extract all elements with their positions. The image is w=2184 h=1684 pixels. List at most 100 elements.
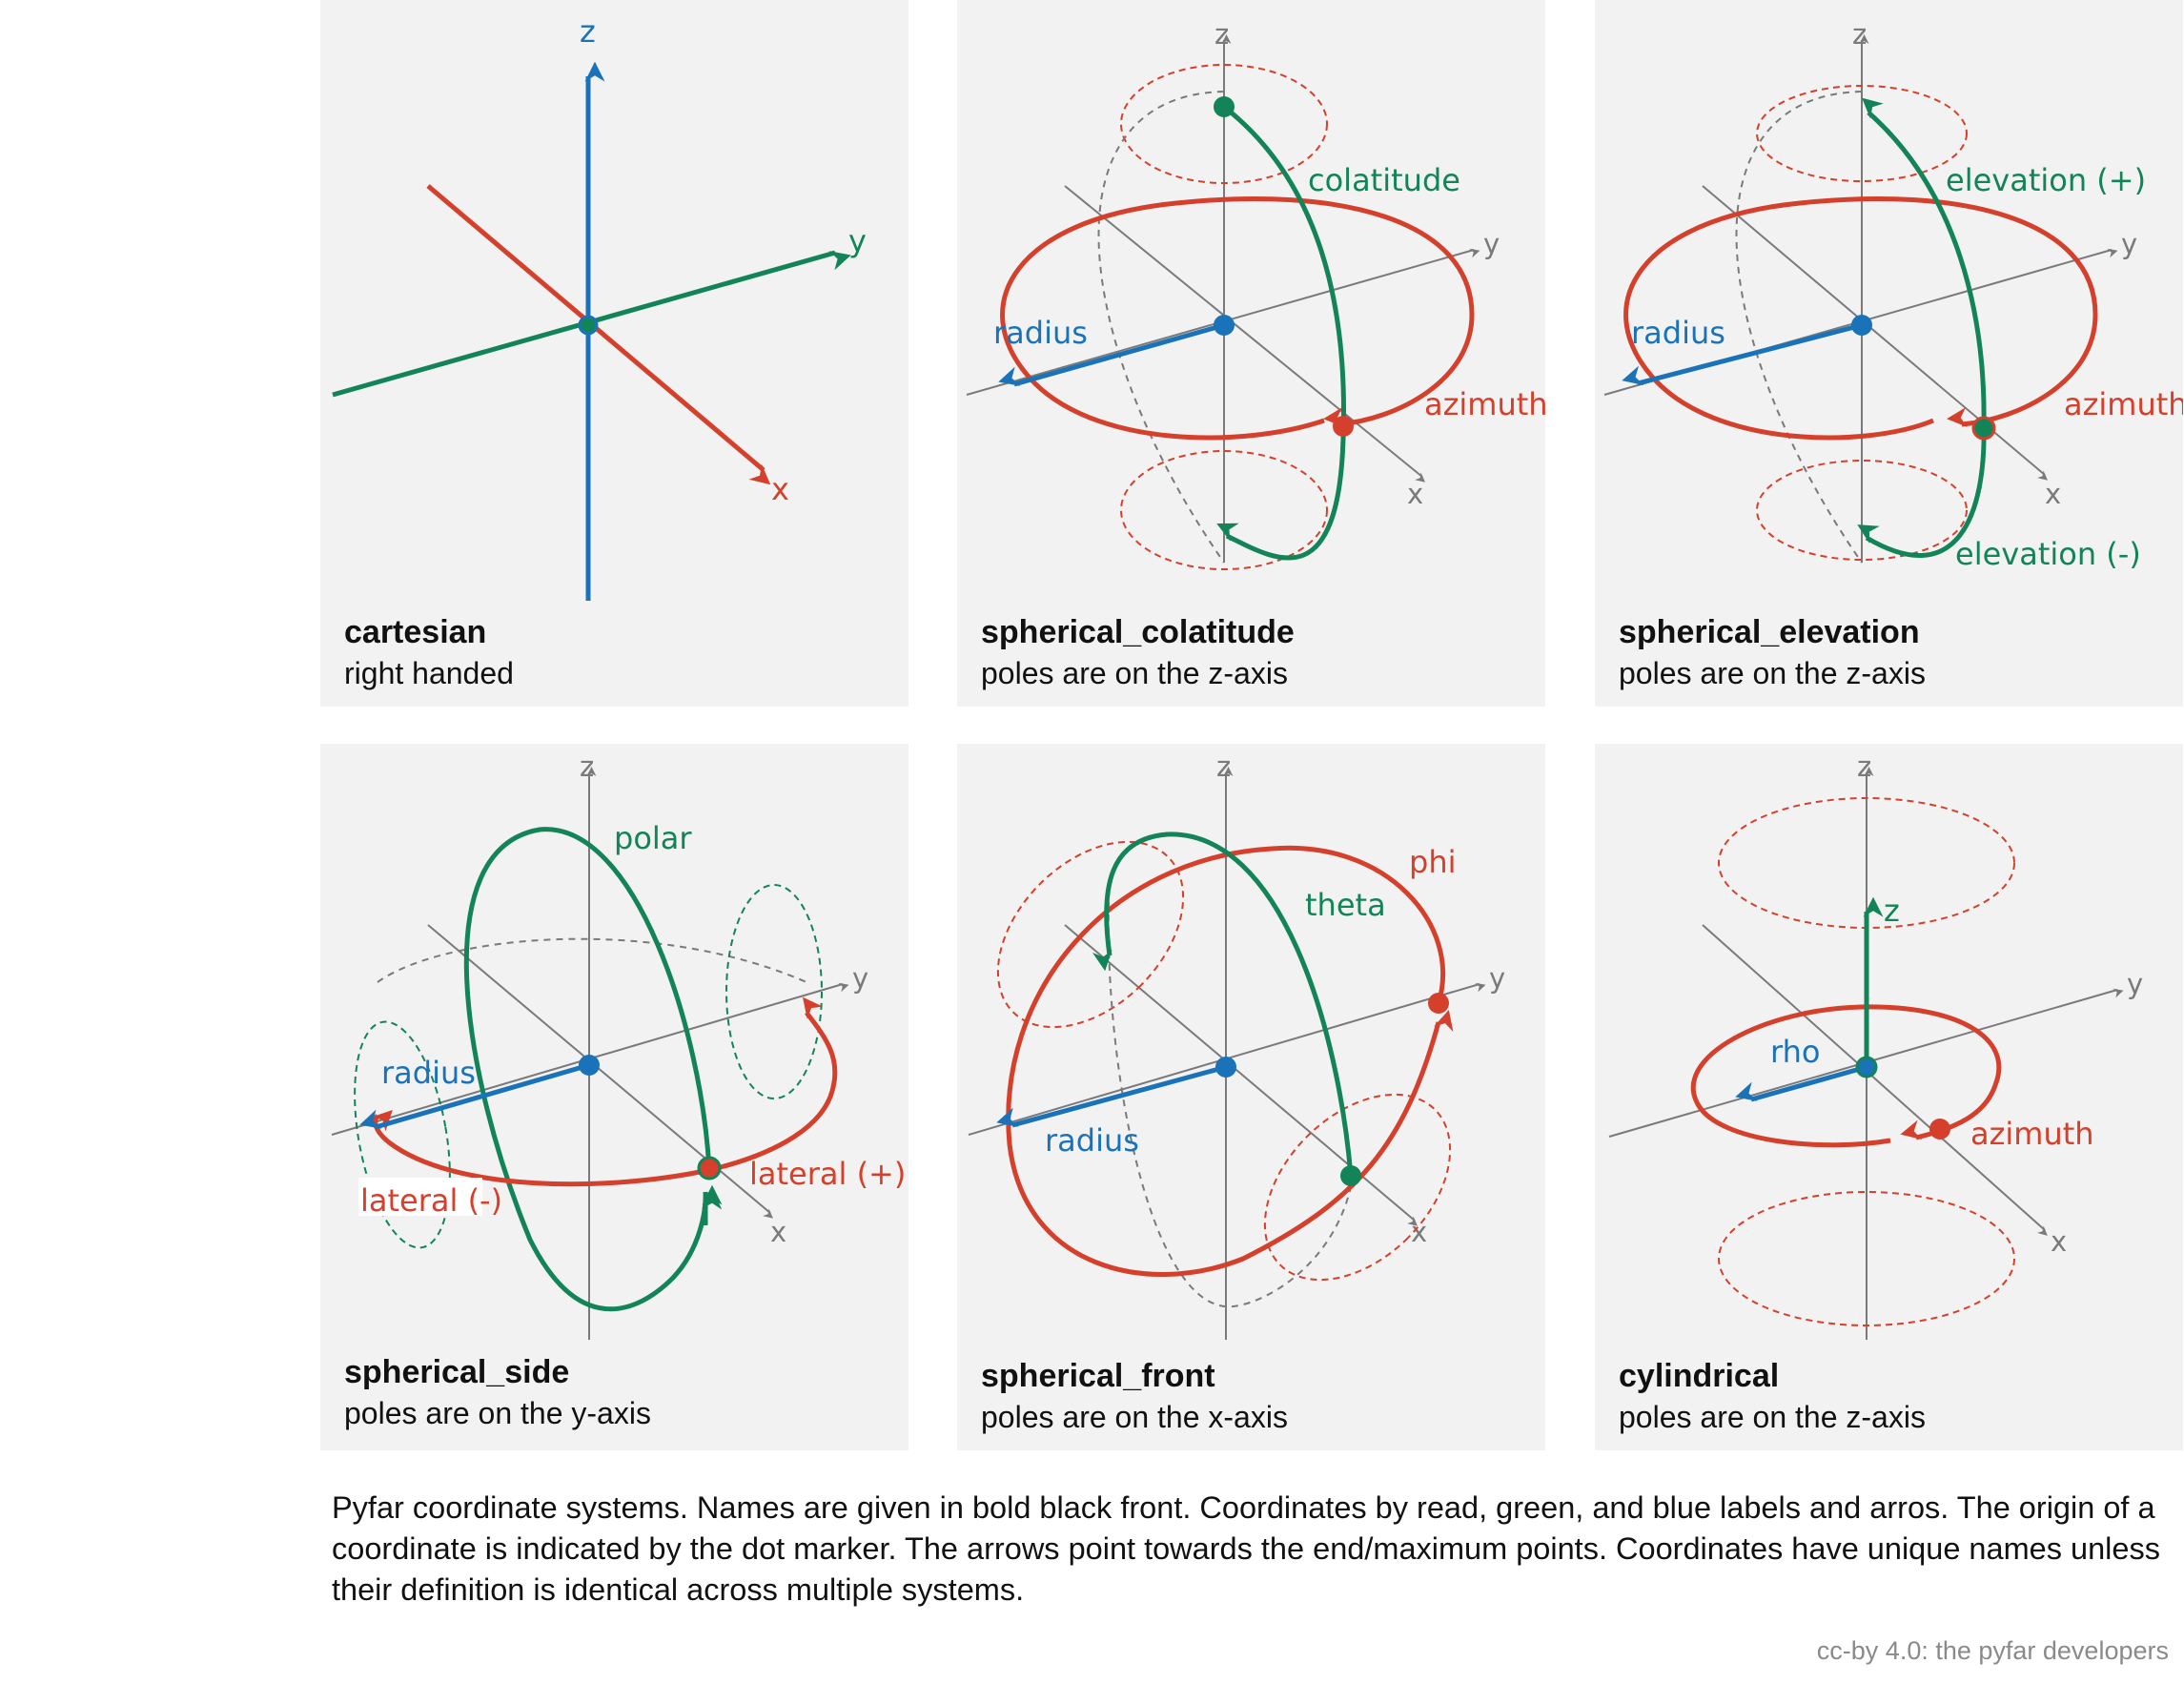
panel-title: cartesian	[344, 614, 487, 650]
phi-arrow	[1006, 845, 1454, 1277]
azimuth-arrow	[1000, 196, 1475, 441]
spherical-colatitude-diagram: z y x radius colatitude azimuth	[966, 18, 1545, 570]
origin-dot	[1929, 1119, 1950, 1140]
guide-ellipse	[354, 1020, 451, 1249]
origin-dot	[1851, 315, 1872, 336]
axis-line	[359, 1062, 590, 1130]
panel-spherical-elevation: z y x radius elevation (+) elevation (-)…	[1595, 0, 2183, 707]
radius-arrow	[998, 322, 1225, 387]
arc-path	[377, 937, 807, 983]
guide-ellipse	[1718, 1191, 2015, 1326]
axis-line	[1064, 185, 1426, 483]
panel-title: spherical_colatitude	[981, 614, 1295, 650]
panel-spherical-side: z y x radius polar lateral (+) lateral (…	[320, 744, 908, 1450]
azimuth-arrow	[1690, 1004, 2002, 1148]
panel-description: right handed	[344, 656, 514, 690]
axis-label: z	[1852, 18, 1867, 51]
polar-arrow	[463, 827, 712, 1312]
axis-line	[1622, 322, 1863, 386]
panel-description: poles are on the x-axis	[981, 1400, 1288, 1434]
axis-label: y	[852, 962, 868, 995]
guide-ellipse	[1120, 450, 1328, 570]
guide-ellipse	[1756, 85, 1968, 182]
guide-ellipse	[1756, 460, 1968, 561]
rho-label: rho	[1770, 1034, 1820, 1070]
guide-ellipse	[1263, 1093, 1452, 1282]
axis-label: y	[2121, 228, 2137, 260]
radius-label: radius	[993, 315, 1088, 351]
z-axis-label: z	[580, 13, 596, 50]
elevation-pos-label: elevation (+)	[1946, 162, 2146, 198]
panel-title: spherical_side	[344, 1354, 570, 1390]
spherical-elevation-diagram: z y x radius elevation (+) elevation (-)…	[1603, 18, 2183, 572]
label-background	[358, 1178, 482, 1216]
axis-label: x	[2051, 1225, 2067, 1258]
cylindrical-diagram: z y x rho z azimuth	[1608, 750, 2143, 1340]
arc-path	[1097, 91, 1225, 564]
lateral-neg-label: lateral (-)	[360, 1182, 502, 1219]
polar-label: polar	[614, 820, 692, 856]
axis-line	[996, 1064, 1227, 1128]
axis-label: y	[1483, 228, 1500, 260]
axis-label: z	[1857, 750, 1871, 783]
lateral-pos-label: lateral (+)	[749, 1156, 906, 1192]
guide-ellipse	[1120, 64, 1328, 184]
radius-label: radius	[381, 1055, 476, 1091]
guide-ellipse	[996, 840, 1185, 1029]
panel-description: poles are on the z-axis	[981, 656, 1288, 690]
origin-dot	[1333, 416, 1354, 437]
colatitude-label: colatitude	[1308, 162, 1460, 198]
axis-label: z	[580, 750, 594, 783]
origin-dot	[1215, 1057, 1236, 1078]
panel-cartesian: x y z cartesian right handed	[320, 0, 908, 707]
arc-path	[1623, 196, 2098, 441]
panel-title: cylindrical	[1619, 1358, 1780, 1394]
axis-label: z	[1216, 750, 1231, 783]
radius-label: radius	[1631, 315, 1725, 351]
axis-label: x	[2045, 478, 2061, 510]
radius-label: radius	[1045, 1122, 1139, 1159]
panel-spherical-colatitude: z y x radius colatitude azimuth spherica…	[957, 0, 1545, 707]
elevation-neg-label: elevation (-)	[1955, 536, 2141, 572]
spherical-side-diagram: z y x radius polar lateral (+) lateral (…	[331, 750, 906, 1340]
origin-dot	[1214, 96, 1235, 117]
lateral-arrow	[371, 1110, 710, 1187]
panel-title: spherical_front	[981, 1358, 1215, 1394]
elevation-pos-arrow	[1862, 97, 1987, 427]
arc-path	[1735, 91, 1863, 564]
elevation-neg-arrow	[1857, 425, 1987, 559]
origin-dot	[697, 1156, 722, 1181]
axis-label: x	[770, 1216, 786, 1248]
axis-label: x	[1411, 1216, 1427, 1248]
axis-label: z	[1214, 18, 1229, 51]
panel-spherical-front: z y x radius theta phi spherical_front p…	[957, 744, 1545, 1450]
arc-path	[1107, 876, 1354, 1308]
z-label: z	[1884, 893, 1900, 929]
origin-dot	[1855, 1056, 1878, 1078]
axis-label: y	[2127, 968, 2143, 1000]
theta-arrow	[1092, 832, 1354, 1177]
axis-line	[1735, 1064, 1868, 1102]
y-axis-label: y	[848, 223, 867, 259]
arc-path	[708, 996, 838, 1173]
theta-label: theta	[1305, 887, 1386, 923]
phi-label: phi	[1409, 844, 1456, 880]
x-axis-label: x	[771, 471, 789, 507]
panel-description: poles are on the z-axis	[1619, 1400, 1926, 1434]
azimuth-label: azimuth	[2064, 386, 2183, 422]
cartesian-diagram: x y z	[332, 13, 867, 601]
origin-dot	[1340, 1165, 1361, 1186]
origin-dot	[1428, 993, 1449, 1014]
panel-title: spherical_elevation	[1619, 614, 1920, 650]
azimuth-label: azimuth	[1424, 386, 1545, 422]
axis-label: y	[1489, 962, 1505, 995]
origin-dot	[1214, 315, 1235, 336]
figure-caption: Pyfar coordinate systems. Names are give…	[332, 1490, 2160, 1607]
panel-description: poles are on the z-axis	[1619, 656, 1926, 690]
license-credit: cc-by 4.0: the pyfar developers	[1816, 1636, 2169, 1665]
azimuth-label: azimuth	[1970, 1116, 2094, 1152]
panel-cylindrical: z y x rho z azimuth cylindrical poles ar…	[1595, 744, 2183, 1450]
guide-ellipse	[725, 884, 823, 1099]
spherical-front-diagram: z y x radius theta phi	[968, 750, 1505, 1340]
origin-dot	[579, 1055, 600, 1076]
